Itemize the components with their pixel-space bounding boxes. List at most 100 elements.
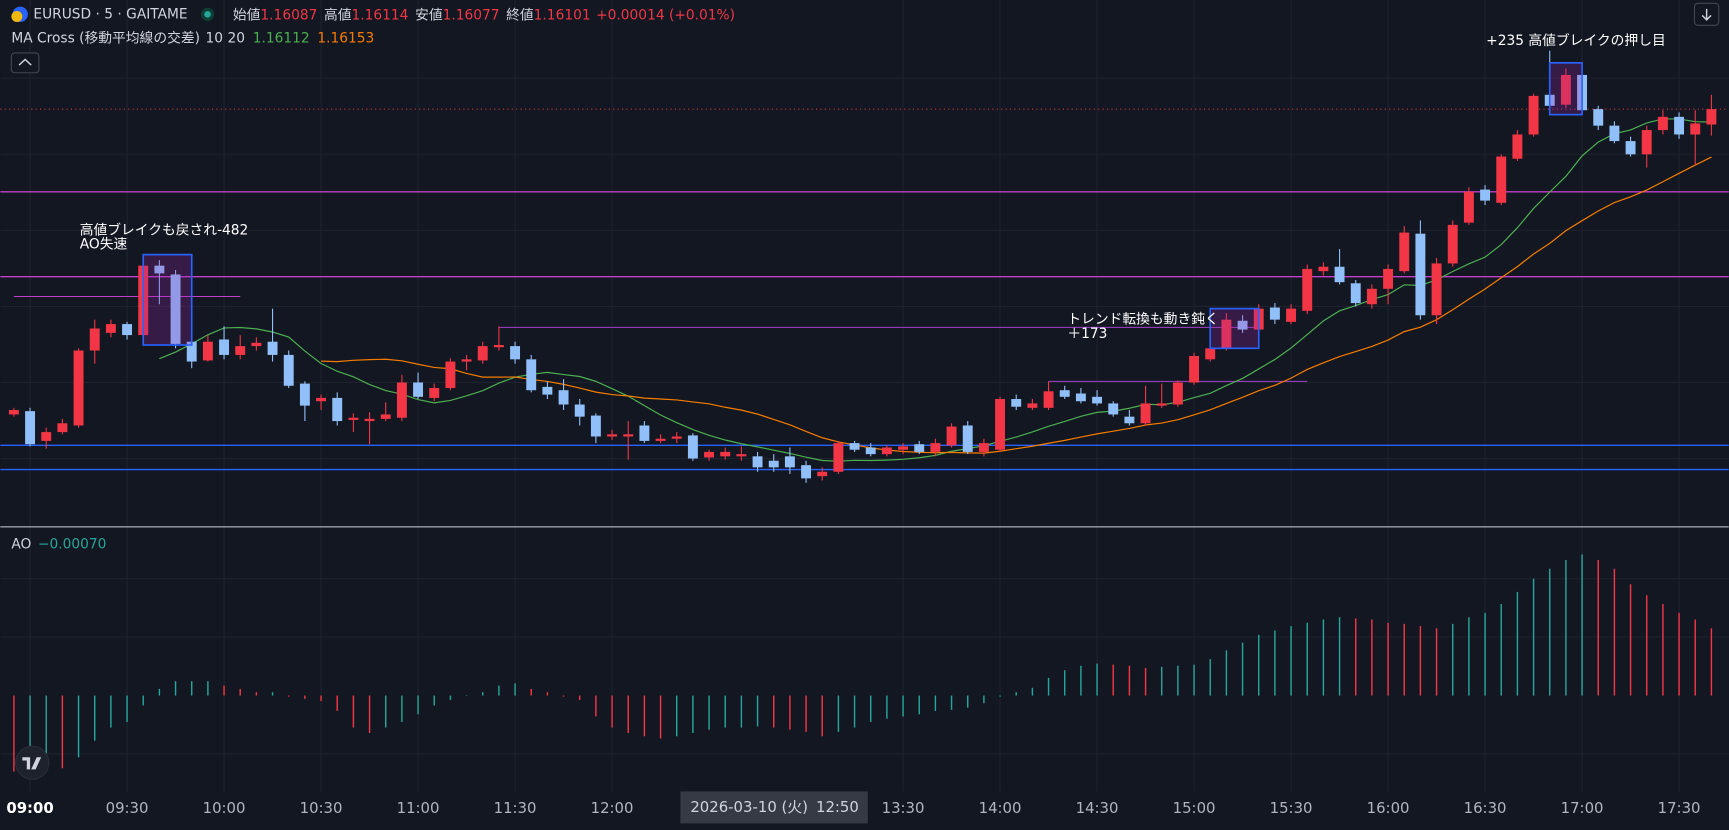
x-tick-label: 12:00 [591, 799, 634, 817]
ohlc-label: 安値 [415, 7, 443, 23]
candle-body [995, 399, 1006, 450]
candle-body [1043, 391, 1054, 408]
candle-body [639, 425, 650, 441]
candle-body [186, 341, 197, 362]
candle-body [898, 446, 909, 450]
candle-body [170, 274, 181, 344]
candle-body [914, 444, 925, 452]
candle-body [1092, 396, 1103, 404]
candle-body [8, 410, 19, 415]
x-tick-label: 10:30 [300, 799, 343, 817]
candle-body [590, 415, 601, 437]
highlight-box [1209, 307, 1260, 350]
candle-body [429, 387, 440, 398]
candle-body [348, 417, 359, 420]
ohlc-value: 1.16101 [534, 7, 591, 23]
candle-body [1221, 319, 1232, 349]
indicator-value: 1.16112 [253, 31, 310, 47]
candle-body [833, 443, 844, 472]
x-tick-label: 17:00 [1561, 799, 1604, 817]
market-status-dot [204, 11, 211, 18]
candle-body [849, 443, 860, 450]
candle-body [817, 471, 828, 477]
candle-body [801, 465, 812, 479]
ohlc-label: 始値 [233, 7, 261, 23]
candle-body [1463, 191, 1474, 223]
change: +0.00014 (+0.01%) [596, 7, 735, 23]
candle-body [1189, 356, 1200, 383]
candle-body [962, 425, 973, 452]
candle-body [1350, 283, 1361, 304]
candle-body [1560, 74, 1571, 105]
candle-body [1496, 156, 1507, 203]
candle-body [57, 423, 68, 433]
x-tick-label: 16:30 [1464, 799, 1507, 817]
candle-body [768, 460, 779, 468]
scroll-icon [1701, 8, 1712, 21]
collapse-icon [18, 58, 32, 66]
candle-body [526, 359, 537, 391]
ohlc-value: 1.16087 [260, 7, 317, 23]
candle-body [1447, 224, 1458, 264]
candle-body [784, 456, 795, 468]
candle-body [720, 451, 731, 457]
x-tick-label: 15:00 [1173, 799, 1216, 817]
logo-mark [22, 757, 42, 770]
candle-body [1124, 416, 1135, 424]
x-tick-label: 09:00 [6, 799, 53, 817]
annotation: ＋173 [1067, 326, 1107, 342]
x-tick-label: 11:30 [494, 799, 537, 817]
candle-body [202, 341, 213, 361]
indicator-name: MA Cross (移動平均線の交差) [11, 30, 200, 47]
candle-body [1334, 266, 1345, 283]
ohlc-legend: 始値1.16087 高値1.16114 安値1.16077 終値1.16101 +0.0… [233, 6, 735, 23]
candle-body [235, 346, 246, 355]
candle-body [1108, 403, 1119, 415]
candle-body [1593, 109, 1604, 126]
x-tick-label: 16:00 [1367, 799, 1410, 817]
ao-title: AO [11, 537, 31, 553]
symbol-icon-part [11, 11, 23, 23]
candle-body [251, 342, 262, 347]
candle-body [380, 414, 391, 419]
candle-body [865, 447, 876, 455]
candle-body [1075, 393, 1086, 402]
candle-body [1366, 288, 1377, 305]
candle-body [671, 436, 682, 439]
candle-body [1237, 320, 1248, 330]
moving-average [321, 156, 1712, 454]
candle-body [1172, 382, 1183, 405]
candle-body [623, 434, 634, 437]
indicator-legend: MA Cross (移動平均線の交差) 10 20 1.16112 1.16153 [11, 30, 374, 47]
x-tick-label: 14:30 [1076, 799, 1119, 817]
candle-body [1059, 390, 1070, 397]
candle-body [396, 382, 407, 418]
collapse-button[interactable] [10, 52, 40, 74]
candle-body [1302, 268, 1313, 311]
candle-body [1027, 403, 1038, 408]
candle-body [687, 435, 698, 459]
x-tick-label: 15:30 [1270, 799, 1313, 817]
x-tick-label: 09:30 [106, 799, 149, 817]
ao-value: −0.00070 [38, 537, 106, 553]
candle-body [1609, 125, 1620, 142]
candle-body [736, 454, 747, 457]
candle-body [41, 432, 52, 441]
annotation: AO失速 [80, 237, 128, 253]
candle-body [930, 443, 941, 452]
candle-body [1156, 403, 1167, 406]
candle-body [881, 447, 892, 455]
candle-body [493, 345, 504, 348]
candle-body [1512, 134, 1523, 159]
indicator-period: 10 [206, 31, 224, 47]
candle-body [510, 346, 521, 360]
x-tick-label: 13:30 [882, 799, 925, 817]
candle-body [1690, 123, 1701, 135]
candle-body [574, 404, 585, 417]
annotation: 高値ブレイクも戻され-482 [80, 221, 249, 238]
candle-body [978, 443, 989, 452]
ohlc-value: 1.16077 [443, 7, 500, 23]
candle-body [1399, 232, 1410, 272]
candle-body [219, 339, 230, 355]
